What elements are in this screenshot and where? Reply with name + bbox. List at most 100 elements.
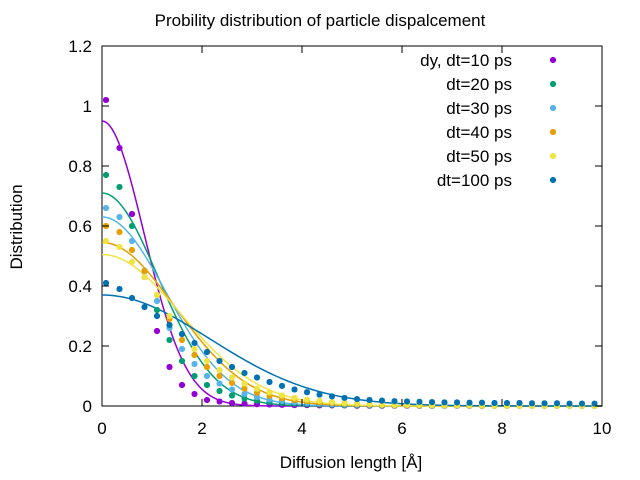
data-point (279, 392, 285, 399)
y-tick-label: 0.8 (68, 157, 92, 176)
data-point (491, 400, 498, 406)
data-point (116, 244, 123, 250)
data-point (529, 400, 535, 407)
x-tick-label: 10 (593, 419, 612, 438)
data-point (116, 145, 123, 151)
data-point (116, 184, 123, 190)
data-point (103, 172, 109, 178)
data-point (216, 380, 223, 387)
series-5-points (103, 238, 598, 409)
series-6-points (103, 280, 598, 407)
data-point (479, 399, 485, 406)
data-point (204, 358, 210, 364)
data-point (216, 373, 223, 379)
data-point (129, 295, 135, 301)
plot-frame (101, 45, 603, 407)
y-tick-label: 1.2 (68, 37, 92, 56)
data-point (141, 268, 148, 274)
data-point (504, 400, 510, 406)
data-point (229, 400, 235, 406)
legend-label-3: dt=30 ps (446, 99, 512, 118)
y-axis-label: Distribution (7, 184, 26, 269)
data-point (229, 392, 235, 399)
data-point (379, 397, 385, 404)
legend-label-5: dt=50 ps (446, 147, 512, 166)
axis-ticks: 0 2 4 6 8 10 0 0.2 0.4 0.6 0.8 1 1.2 (68, 37, 611, 438)
data-point (391, 398, 398, 405)
data-point (129, 211, 135, 217)
data-point (191, 352, 198, 358)
fit-curve-3 (101, 216, 602, 407)
data-point (103, 238, 109, 244)
data-point (229, 379, 235, 386)
data-point (191, 373, 198, 379)
data-point (154, 307, 160, 313)
legend-label-6: dt=100 ps (437, 171, 512, 190)
data-point (241, 385, 248, 392)
data-point (291, 394, 298, 401)
data-point (179, 358, 185, 364)
data-point (266, 379, 273, 385)
y-tick-label: 0.2 (68, 337, 92, 356)
data-point (204, 349, 210, 355)
x-tick-label: 6 (397, 419, 406, 438)
data-point (191, 391, 198, 397)
data-point (454, 399, 460, 406)
data-point (129, 238, 135, 244)
data-point (116, 229, 123, 235)
x-tick-label: 2 (197, 419, 206, 438)
data-point (429, 399, 435, 406)
legend-marker-3 (550, 105, 556, 111)
data-point (191, 340, 198, 346)
data-point (191, 361, 198, 367)
data-point (516, 400, 523, 406)
data-point (204, 397, 210, 403)
data-point (291, 386, 298, 393)
data-point (241, 380, 248, 387)
data-point (216, 388, 223, 394)
data-point (166, 364, 173, 370)
series-2-points (103, 172, 598, 409)
data-point (254, 374, 260, 381)
plot-area (101, 45, 603, 409)
data-point (541, 400, 548, 407)
legend-marker-1 (550, 57, 556, 63)
data-point (166, 313, 173, 319)
chart-title: Probility distribution of particle dispa… (155, 11, 486, 30)
data-point (103, 97, 109, 103)
data-point (179, 346, 185, 352)
data-point (129, 223, 135, 229)
fit-curve-1 (101, 120, 602, 407)
data-point (554, 400, 560, 407)
data-point (154, 298, 160, 304)
legend: dy, dt=10 ps dt=20 ps dt=30 ps dt=40 ps dt=5… (420, 51, 556, 190)
data-point (241, 400, 248, 407)
legend-label-4: dt=40 ps (446, 123, 512, 142)
y-tick-label: 0.4 (68, 277, 92, 296)
data-point (166, 322, 173, 328)
data-point (229, 374, 235, 381)
data-point (241, 391, 248, 397)
data-point (466, 399, 473, 406)
data-point (216, 367, 223, 373)
data-point (316, 391, 323, 398)
data-point (354, 396, 360, 403)
data-point (103, 205, 109, 211)
fit-curve-4 (101, 241, 602, 407)
data-point (129, 247, 135, 253)
data-point (329, 393, 335, 400)
data-point (103, 280, 109, 286)
data-point (441, 399, 448, 406)
x-tick-label: 0 (97, 419, 106, 438)
data-point (566, 400, 573, 407)
data-point (154, 313, 160, 319)
series-3-points (103, 205, 598, 409)
data-point (141, 274, 148, 280)
data-point (416, 398, 423, 405)
data-point (341, 394, 348, 401)
data-point (191, 346, 198, 352)
data-point (279, 382, 285, 389)
legend-label-2: dt=20 ps (446, 75, 512, 94)
data-point (116, 214, 123, 220)
